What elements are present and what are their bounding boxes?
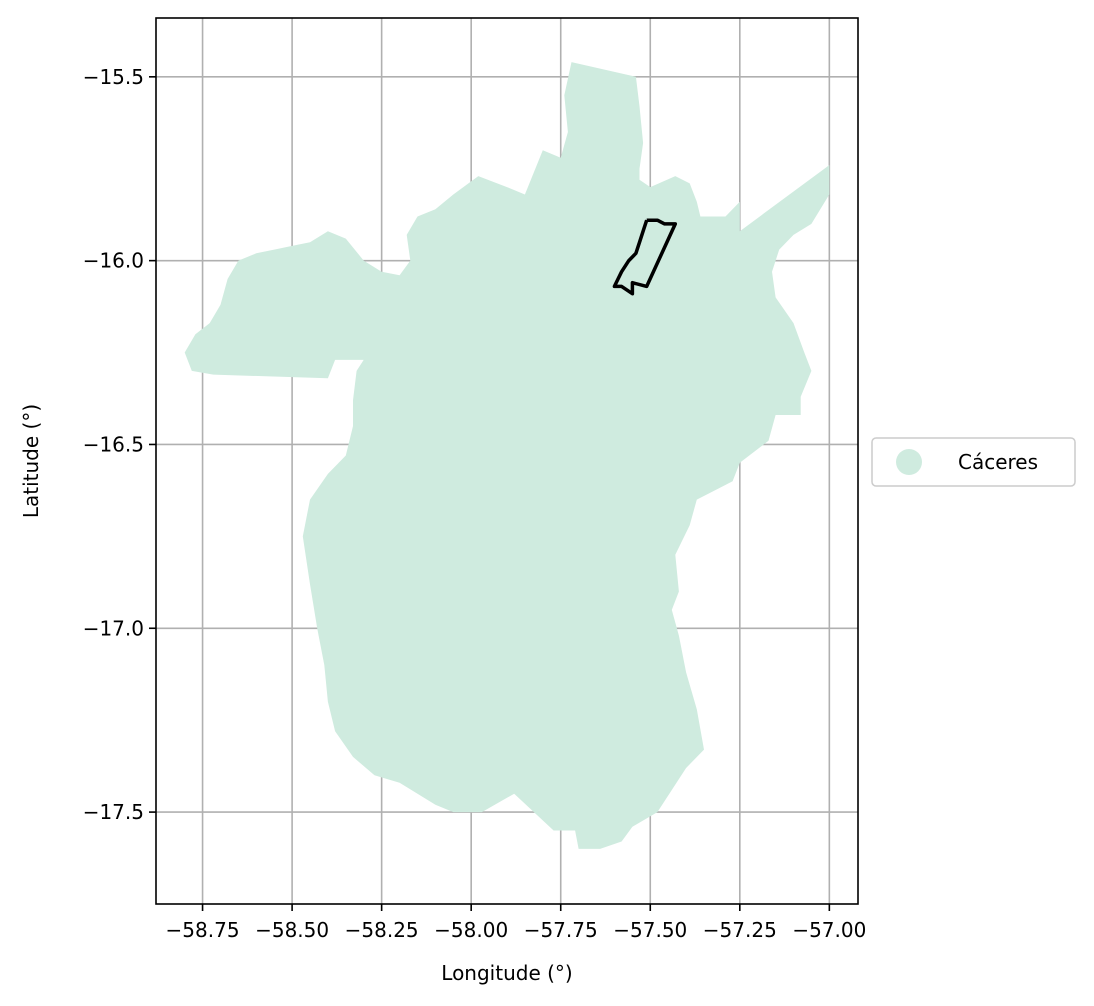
y-tick-label: −15.5 xyxy=(83,65,144,89)
x-axis-ticks: −58.75 −58.50 −58.25 −58.00 −57.75 −57.50 −57.… xyxy=(166,904,866,942)
y-tick-label: −16.5 xyxy=(83,432,144,456)
x-tick-label: −58.50 xyxy=(255,918,329,942)
x-tick-label: −57.75 xyxy=(524,918,598,942)
x-tick-label: −58.75 xyxy=(166,918,240,942)
caceres-region xyxy=(184,62,830,849)
y-tick-label: −17.0 xyxy=(83,616,144,640)
x-tick-label: −57.50 xyxy=(613,918,687,942)
legend-label-caceres: Cáceres xyxy=(958,450,1038,474)
plot-frame xyxy=(155,17,859,905)
x-tick-label: −57.00 xyxy=(792,918,866,942)
region-shape-caceres xyxy=(184,62,830,849)
y-tick-label: −17.5 xyxy=(83,800,144,824)
legend-box xyxy=(871,437,1076,487)
highlight-outline xyxy=(612,218,678,296)
y-axis-ticks: −15.5 −16.0 −16.5 −17.0 −17.5 xyxy=(83,65,156,824)
x-tick-label: −58.25 xyxy=(345,918,419,942)
y-axis-label: Latitude (°) xyxy=(19,404,43,518)
legend: Cáceres xyxy=(871,437,1076,487)
x-tick-label: −58.00 xyxy=(434,918,508,942)
x-tick-label: −57.25 xyxy=(703,918,777,942)
y-tick-label: −16.0 xyxy=(83,249,144,273)
x-axis-label: Longitude (°) xyxy=(441,961,572,985)
legend-marker-caceres xyxy=(896,449,922,475)
highlight-shape xyxy=(612,218,678,296)
